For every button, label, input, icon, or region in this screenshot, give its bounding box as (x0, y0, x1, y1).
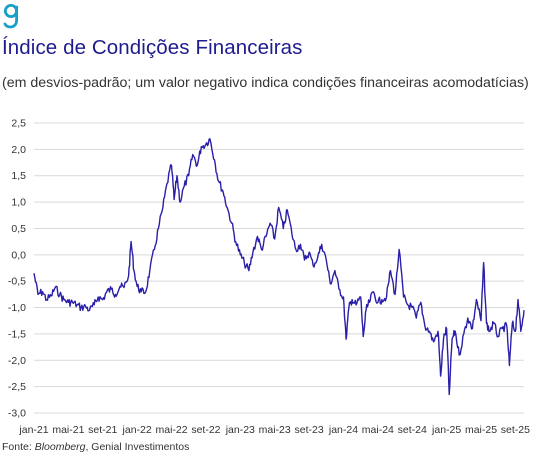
y-tick-label: 0,5 (11, 223, 26, 235)
x-tick-label: set-25 (501, 424, 530, 436)
x-tick-label: set-22 (191, 424, 220, 436)
source-note: Fonte: Bloomberg, Genial Investimentos (2, 441, 189, 453)
x-tick-label: set-23 (294, 424, 323, 436)
y-tick-label: 1,0 (11, 197, 26, 209)
y-tick-label: 1,5 (11, 170, 26, 182)
x-tick-label: mai-24 (362, 424, 394, 436)
series-line-fci (33, 138, 525, 396)
y-tick-label: -3,0 (8, 408, 26, 420)
x-tick-label: set-24 (398, 424, 427, 436)
x-tick-label: jan-21 (18, 424, 48, 436)
x-tick-label: jan-24 (328, 424, 358, 436)
chart-subtitle: (em desvios-padrão; um valor negativo in… (2, 75, 529, 91)
y-tick-label: 0,0 (11, 249, 26, 261)
source-rest: , Genial Investimentos (85, 441, 190, 453)
x-tick-label: mai-25 (465, 424, 497, 436)
x-tick-label: jan-23 (225, 424, 255, 436)
y-tick-label: -1,0 (8, 302, 26, 314)
source-prefix: Fonte: (2, 441, 35, 453)
line-chart: 2,5 2,0 1,5 1,0 0,5 0,0 -0,5 -1,0 -1,5 -2,0 -2,5 -3… (8, 118, 530, 437)
y-axis-ticks: 2,5 2,0 1,5 1,0 0,5 0,0 -0,5 -1,0 -1,5 -2,0 -2,5 -3… (8, 118, 26, 420)
genial-g-logo-icon (3, 4, 18, 29)
x-tick-label: jan-25 (431, 424, 461, 436)
y-tick-label: -2,5 (8, 381, 26, 393)
y-tick-label: -0,5 (8, 276, 26, 288)
y-tick-label: 2,0 (11, 144, 26, 156)
x-tick-label: mai-21 (52, 424, 84, 436)
x-tick-label: mai-22 (155, 424, 187, 436)
x-tick-label: jan-22 (122, 424, 152, 436)
y-tick-label: -1,5 (8, 328, 26, 340)
x-tick-label: mai-23 (259, 424, 291, 436)
source-italic: Bloomberg (34, 441, 86, 453)
y-tick-label: -2,0 (8, 355, 26, 367)
chart-title: Índice de Condições Financeiras (2, 36, 303, 59)
y-tick-label: 2,5 (11, 118, 26, 130)
x-tick-label: set-21 (88, 424, 117, 436)
x-axis-ticks: jan-21 mai-21 set-21 jan-22 mai-22 set-22 jan-… (18, 424, 530, 436)
